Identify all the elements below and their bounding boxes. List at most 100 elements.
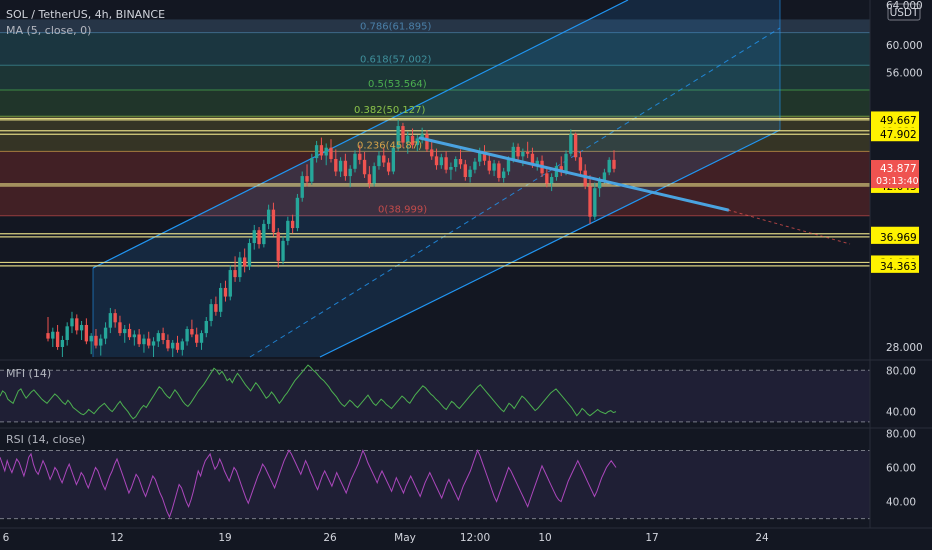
price-axis-tick: 56.000 xyxy=(886,67,923,79)
candle-body xyxy=(276,232,280,261)
candle-body xyxy=(281,240,285,261)
candle-body xyxy=(449,167,453,170)
mfi-axis-tick: 80.00 xyxy=(886,365,916,377)
candle-body xyxy=(51,331,55,339)
time-axis-tick: 10 xyxy=(538,532,551,544)
descending-trendline xyxy=(418,136,730,212)
candle-body xyxy=(334,158,338,172)
price-axis-tick: 28.000 xyxy=(886,342,923,354)
rsi-axis-tick: 80.00 xyxy=(886,428,916,440)
candle-body xyxy=(420,134,424,139)
level-price-tag xyxy=(871,127,919,142)
candle-body xyxy=(516,146,520,157)
candle-body xyxy=(286,220,290,241)
current-price-tag xyxy=(871,160,919,189)
candle-body xyxy=(103,327,108,339)
candle-body xyxy=(262,223,266,245)
current-price-value: 43.877 xyxy=(880,163,917,175)
rsi-line xyxy=(0,449,617,519)
candle-body xyxy=(573,134,578,158)
channel-median-line xyxy=(249,27,781,358)
currency-button[interactable] xyxy=(887,3,921,21)
candle-body xyxy=(108,313,113,328)
fib-zone xyxy=(0,89,870,117)
candle-body xyxy=(113,313,117,323)
candle-body xyxy=(396,126,400,148)
candle-body xyxy=(511,146,515,160)
candle-body xyxy=(358,153,362,160)
candle-body xyxy=(521,152,525,157)
candle-body xyxy=(439,157,444,166)
candle-body xyxy=(214,304,218,312)
candle-body xyxy=(199,333,204,343)
fib-level-label: 0.382(50.127) xyxy=(354,105,426,116)
level-price-tag xyxy=(871,112,919,127)
fib-zone xyxy=(0,65,870,90)
candle-body xyxy=(142,338,146,345)
candle-body xyxy=(252,230,256,244)
time-axis-tick: 12 xyxy=(110,532,123,544)
rsi-axis-tick: 60.00 xyxy=(886,462,916,474)
candle-body xyxy=(391,147,396,172)
level-price-tag-label: 47.902 xyxy=(880,129,917,141)
candle-body xyxy=(305,176,309,182)
candle-body xyxy=(147,338,151,346)
candle-body xyxy=(406,135,410,143)
candle-body xyxy=(266,209,271,224)
candle-body xyxy=(295,197,300,229)
candle-body xyxy=(367,174,372,184)
candle-body xyxy=(257,230,261,245)
rsi-panel-label: RSI (14, close) xyxy=(6,433,85,446)
candle-body xyxy=(545,173,549,184)
candle-body xyxy=(478,152,482,162)
candle-body xyxy=(348,168,352,177)
candle-body xyxy=(271,209,276,233)
candle-body xyxy=(458,158,463,165)
candle-body xyxy=(463,164,467,178)
candle-body xyxy=(99,338,103,346)
channel-fill xyxy=(93,0,780,357)
candle-body xyxy=(444,157,448,170)
candle-body xyxy=(60,339,65,347)
candle-body xyxy=(65,326,69,340)
candle-body xyxy=(319,145,324,156)
rsi-axis-tick: 40.00 xyxy=(886,497,916,509)
candle-body xyxy=(242,257,247,267)
candle-body xyxy=(314,145,319,159)
candle-body xyxy=(386,162,391,172)
candle-body xyxy=(218,287,223,312)
candle-body xyxy=(382,155,386,163)
level-price-tag-label: 34.363 xyxy=(880,261,917,273)
candle-body xyxy=(132,334,137,338)
time-axis-tick: 26 xyxy=(323,532,337,544)
candle-body xyxy=(473,161,477,170)
candle-body xyxy=(195,334,199,343)
fib-level-label: 0.236(45.87) xyxy=(357,140,422,151)
level-price-tag-label: 36.969 xyxy=(880,232,917,244)
candle-body xyxy=(228,270,232,297)
candle-body xyxy=(151,341,156,346)
price-axis-tick: 60.000 xyxy=(886,40,923,52)
candle-body xyxy=(506,159,511,172)
time-axis-tick: 24 xyxy=(755,532,769,544)
candle-body xyxy=(415,138,420,146)
candle-body xyxy=(454,158,458,168)
candle-body xyxy=(310,158,314,182)
candle-body xyxy=(501,171,506,178)
candle-body xyxy=(535,160,539,165)
candle-body xyxy=(564,153,568,173)
time-axis-tick: 19 xyxy=(218,532,231,544)
candle-body xyxy=(70,318,74,327)
candle-body xyxy=(46,333,50,339)
candle-body xyxy=(55,331,60,347)
candle-body xyxy=(156,333,161,342)
candle-body xyxy=(204,320,208,334)
mfi-axis-tick: 40.00 xyxy=(886,407,916,419)
candle-body xyxy=(588,186,592,217)
candle-body xyxy=(612,159,616,169)
candle-body xyxy=(401,126,405,143)
ma-indicator-label: MA (5, close, 0) xyxy=(6,24,91,37)
candle-body xyxy=(430,149,434,157)
